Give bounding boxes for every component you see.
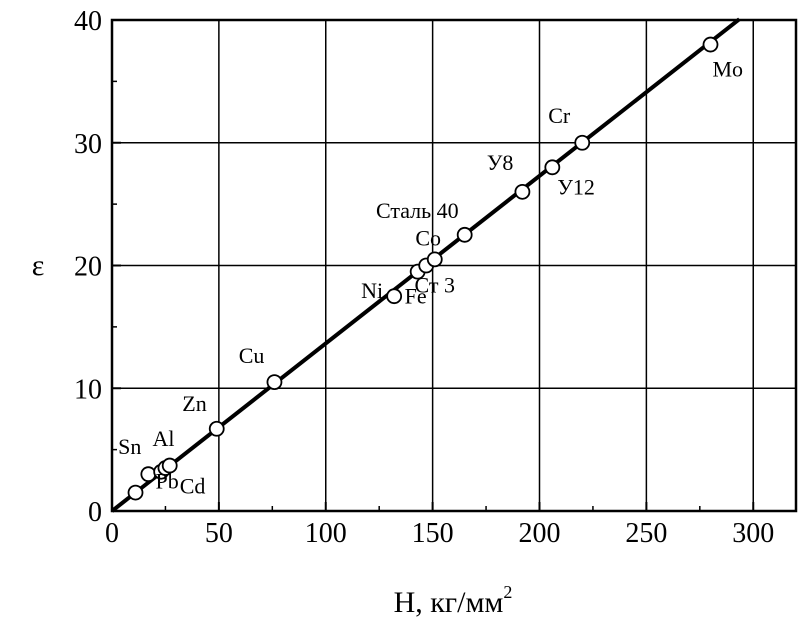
point-label: Cd	[180, 474, 206, 499]
data-point	[574, 134, 591, 151]
y-tick-label: 10	[74, 374, 102, 405]
point-label: У8	[487, 150, 514, 175]
y-axis-title: ε	[32, 249, 45, 282]
data-point	[514, 183, 531, 200]
x-tick-label: 0	[105, 518, 119, 549]
point-label: Cu	[239, 343, 265, 368]
point-label: Pb	[156, 469, 179, 494]
data-point	[386, 288, 403, 305]
point-label: Ст 3	[415, 272, 456, 297]
data-point	[140, 466, 157, 483]
point-label: Al	[152, 426, 174, 451]
point-label: Сталь 40	[376, 198, 459, 223]
plot-frame	[110, 18, 798, 513]
x-tick-label: 150	[412, 518, 454, 549]
data-points	[127, 36, 719, 501]
x-tick-label: 100	[305, 518, 347, 549]
point-label: Mo	[713, 57, 744, 82]
x-axis-title-superscript: 2	[503, 582, 512, 602]
data-point	[426, 251, 443, 268]
axis-ticks: 0 50 100 150 200 250 300 0 10 20 30 40	[74, 6, 774, 549]
grid-lines	[112, 20, 796, 511]
x-axis-title-main: H, кг/мм	[394, 586, 504, 619]
data-point	[266, 374, 283, 391]
x-tick-label: 300	[732, 518, 774, 549]
data-point	[702, 36, 719, 53]
point-label: Zn	[182, 391, 206, 416]
x-tick-label: 50	[205, 518, 233, 549]
y-tick-label: 0	[88, 497, 102, 528]
point-label: Sn	[118, 434, 141, 459]
data-point	[208, 420, 225, 437]
point-label: Cr	[548, 103, 571, 128]
data-point	[161, 457, 178, 474]
y-tick-label: 20	[74, 252, 102, 283]
x-tick-label: 200	[519, 518, 561, 549]
data-point	[544, 159, 561, 176]
data-point	[127, 484, 144, 501]
point-label: У12	[557, 174, 595, 199]
x-axis-title: H, кг/мм2	[394, 582, 513, 619]
data-point	[456, 226, 473, 243]
point-label: Co	[415, 226, 441, 251]
y-tick-label: 40	[74, 6, 102, 37]
x-tick-label: 250	[625, 518, 667, 549]
point-label: Fe	[405, 284, 427, 309]
y-tick-label: 30	[74, 129, 102, 160]
point-label: Ni	[361, 278, 383, 303]
